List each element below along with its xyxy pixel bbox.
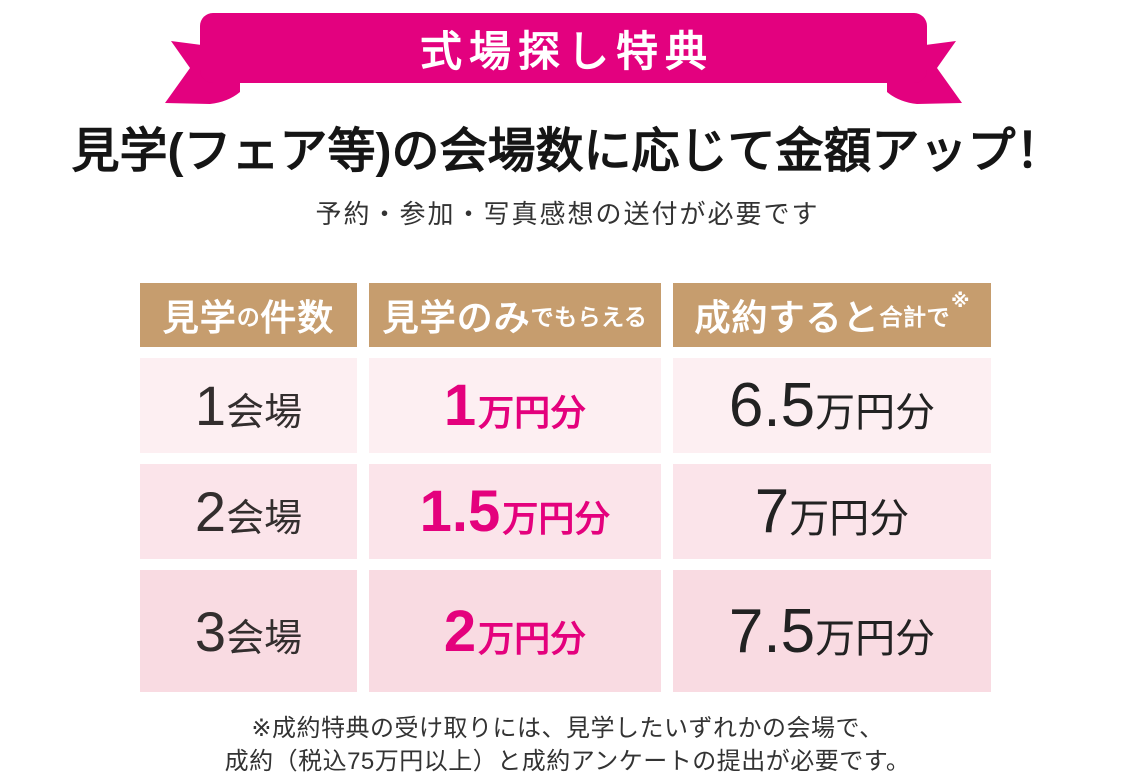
cell-row2-visit-only: 1.5万円分 (369, 464, 661, 559)
header-text: 見学のみ (382, 297, 531, 338)
ribbon-banner: 式場探し特典 (0, 0, 1135, 120)
header-with-contract: 成約すると 合計で ※ (673, 283, 991, 347)
cell-row1-visit-only: 1万円分 (369, 358, 661, 453)
visit-only-value: 1 (443, 373, 477, 438)
venue-count-unit: 会場 (226, 617, 303, 660)
footnote-line1: ※成約特典の受け取りには、見学したいずれかの会場で、 (251, 715, 884, 742)
with-contract-value: 7 (754, 477, 790, 546)
visit-only-unit: 万円分 (478, 392, 587, 433)
with-contract-unit: 万円分 (815, 616, 936, 661)
cell-row3-visit-only: 2万円分 (369, 570, 661, 692)
cell-row1-venues: 1会場 (140, 358, 357, 453)
visit-only-unit: 万円分 (478, 617, 587, 659)
visit-only-value: 1.5 (419, 479, 501, 544)
venue-count-value: 3 (194, 599, 227, 663)
footnote-line2: 成約（税込75万円以上）と成約アンケートの提出が必要です。 (224, 748, 911, 775)
cell-row1-with-contract: 6.5万円分 (673, 358, 991, 453)
footnote: ※成約特典の受け取りには、見学したいずれかの会場で、 成約（税込75万円以上）と… (0, 712, 1135, 778)
header-visit-only: 見学のみ でもらえる (369, 283, 661, 347)
header-text-small: でもらえる (530, 304, 648, 330)
benefit-table: 見学の件数 見学のみ でもらえる 成約すると 合計で ※ 1会場 1万円分 6.5万円… (140, 283, 991, 692)
header-text: 成約すると (694, 297, 880, 338)
cell-row2-with-contract: 7万円分 (673, 464, 991, 559)
asterisk-mark: ※ (951, 290, 970, 312)
header-venue-count: 見学の件数 (140, 283, 357, 347)
header-text: 見学 (162, 297, 237, 338)
header-text-small: 合計で (879, 304, 951, 330)
subtitle: 予約・参加・写真感想の送付が必要です (315, 199, 820, 229)
venue-count-unit: 会場 (226, 392, 303, 434)
venue-count-value: 2 (194, 480, 227, 543)
with-contract-value: 6.5 (728, 371, 816, 440)
cell-row2-venues: 2会場 (140, 464, 357, 559)
with-contract-unit: 万円分 (815, 391, 936, 435)
with-contract-unit: 万円分 (789, 497, 910, 541)
with-contract-value: 7.5 (728, 596, 816, 666)
cell-row3-with-contract: 7.5万円分 (673, 570, 991, 692)
venue-count-unit: 会場 (226, 498, 303, 540)
header-text-small: の (236, 304, 261, 330)
headline: 見学(フェア等)の会場数に応じて金額アップ！ (71, 125, 1064, 178)
visit-only-unit: 万円分 (502, 498, 611, 539)
visit-only-value: 2 (443, 598, 477, 664)
ribbon-title: 式場探し特典 (419, 27, 714, 75)
header-text: 件数 (260, 297, 335, 338)
cell-row3-venues: 3会場 (140, 570, 357, 692)
ribbon-band: 式場探し特典 (200, 13, 927, 83)
venue-count-value: 1 (194, 374, 227, 437)
